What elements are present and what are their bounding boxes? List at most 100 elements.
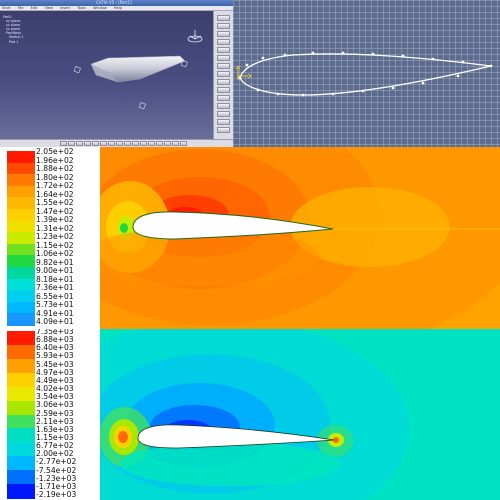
toolbar-button[interactable] [217, 55, 230, 61]
toolbar-button[interactable] [92, 141, 99, 146]
toolbar-button[interactable] [217, 87, 230, 93]
menu-file[interactable]: File [17, 6, 24, 10]
tree-node[interactable]: zx plane [6, 27, 21, 32]
tree-node[interactable]: Part1 [3, 15, 12, 19]
colorbar-band [7, 185, 35, 199]
colorbar-label: 3.54e+03 [36, 392, 74, 402]
toolbar-button[interactable] [217, 111, 230, 117]
colorbar-label: 1.80e+02 [36, 172, 74, 182]
toolbar-button[interactable] [140, 141, 147, 146]
colorbar-label: 2.05e+02 [36, 147, 74, 156]
toolbar-button[interactable] [60, 141, 67, 146]
colorbar-label: -2.19e+03 [36, 490, 77, 499]
toolbar-button[interactable] [217, 39, 230, 45]
toolbar-button[interactable] [148, 141, 155, 146]
colorbar-label: 1.47e+02 [36, 206, 74, 216]
colorbar-label: -7.54e+02 [36, 465, 77, 475]
colorbar-label: 4.09e+01 [36, 317, 74, 326]
toolbar-button[interactable] [124, 141, 131, 146]
colorbar-labels-1: 2.05e+02 1.96e+02 1.88e+02 1.80e+02 1.72e+02… [36, 147, 96, 329]
toolbar-button[interactable] [217, 127, 230, 133]
colorbar-label: 7.36e+01 [36, 283, 74, 292]
colorbar-band [7, 428, 35, 444]
colorbar-band [7, 331, 35, 346]
colorbar-label: 1.64e+02 [36, 189, 74, 199]
colorbar-label: 4.49e+03 [36, 375, 74, 385]
toolbar-button[interactable] [217, 23, 230, 29]
colorbar-band [7, 484, 35, 499]
legend-colorbar-2: 7.35e+03 6.88e+03 6.40e+03 5.93e+03 5.45e+03… [0, 329, 100, 500]
menu-help[interactable]: Help [113, 6, 122, 10]
cad-window: CATIA V5 - [Part1] Start File Edit View … [0, 0, 233, 147]
colorbar-label: 1.39e+02 [36, 215, 74, 224]
compass-icon[interactable] [186, 29, 204, 43]
toolbar-button[interactable] [217, 15, 230, 21]
menu-start[interactable]: Start [2, 6, 11, 10]
toolbar-button[interactable] [84, 141, 91, 146]
menu-view[interactable]: View [44, 6, 53, 10]
tree-node[interactable]: xy plane [6, 19, 21, 24]
toolbar-button[interactable] [68, 141, 75, 146]
toolbar-button[interactable] [217, 103, 230, 109]
colorbar-label: 4.91e+01 [36, 308, 74, 318]
colorbar-band [7, 255, 35, 268]
axis-origin-icon [235, 65, 252, 80]
colorbar-label: -1.23e+03 [36, 473, 77, 483]
colorbar-strip-2 [7, 331, 35, 499]
colorbar-label: 8.18e+01 [36, 274, 74, 284]
toolbar-button[interactable] [217, 95, 230, 101]
toolbar-button[interactable] [108, 141, 115, 146]
colorbar-label: 6.88e+03 [36, 335, 74, 345]
contour-panel-2: 7.35e+03 6.88e+03 6.40e+03 5.93e+03 5.45e+03… [0, 329, 500, 500]
toolbar-button[interactable] [217, 79, 230, 85]
toolbar-button[interactable] [76, 141, 83, 146]
colorbar-band [7, 151, 35, 164]
colorbar-label: 6.40e+03 [36, 343, 74, 353]
colorbar-band [7, 372, 35, 388]
colorbar-band [7, 197, 35, 210]
cad-menubar: Start File Edit View Insert Tools Window… [0, 6, 233, 11]
right-toolbar [213, 11, 233, 139]
toolbar-button[interactable] [217, 47, 230, 53]
toolbar-button[interactable] [156, 141, 163, 146]
toolbar-button[interactable] [100, 141, 107, 146]
wing-3d-model[interactable] [0, 11, 213, 139]
toolbar-button[interactable] [116, 141, 123, 146]
tree-node[interactable]: yz plane [6, 23, 21, 28]
colorbar-band [7, 174, 35, 187]
toolbar-button[interactable] [172, 141, 179, 146]
toolbar-button[interactable] [217, 63, 230, 69]
menu-tools[interactable]: Tools [77, 6, 86, 10]
colorbar-band [7, 414, 35, 430]
tree-node[interactable]: Sketch.1 [9, 35, 24, 40]
menu-insert[interactable]: Insert [60, 6, 71, 10]
colorbar-band [7, 162, 35, 176]
toolbar-button[interactable] [217, 119, 230, 125]
colorbar-label: 2.00e+02 [36, 449, 74, 459]
tree-node[interactable]: PartBody [6, 31, 22, 36]
toolbar-button[interactable] [217, 31, 230, 37]
colorbar-band [7, 301, 35, 315]
colorbar-label: 1.88e+02 [36, 164, 74, 173]
sketch-grid-window[interactable] [233, 0, 500, 147]
tree-node[interactable]: Pad.1 [9, 39, 19, 44]
colorbar-band [7, 358, 35, 374]
colorbar-band [7, 313, 35, 326]
menu-window[interactable]: Window [92, 6, 107, 10]
colorbar-band [7, 442, 35, 458]
toolbar-button[interactable] [217, 71, 230, 77]
colorbar-band [7, 243, 35, 257]
bottom-toolbar [0, 139, 233, 147]
colorbar-label: 2.11e+03 [36, 416, 74, 426]
toolbar-button[interactable] [180, 141, 187, 146]
colorbar-label: 6.77e+02 [36, 441, 74, 451]
cad-titlebar: CATIA V5 - [Part1] [0, 0, 233, 6]
menu-edit[interactable]: Edit [30, 6, 38, 10]
toolbar-button[interactable] [164, 141, 171, 146]
cad-viewport[interactable]: Part1 xy plane yz plane zx plane PartBod… [0, 11, 213, 139]
toolbar-button[interactable] [132, 141, 139, 146]
colorbar-label: 1.55e+02 [36, 198, 74, 207]
colorbar-label: 1.72e+02 [36, 181, 74, 190]
contour-panel-1: 2.05e+02 1.96e+02 1.88e+02 1.80e+02 1.72e+02… [0, 147, 500, 329]
colorbar-label: 6.55e+01 [36, 291, 74, 301]
